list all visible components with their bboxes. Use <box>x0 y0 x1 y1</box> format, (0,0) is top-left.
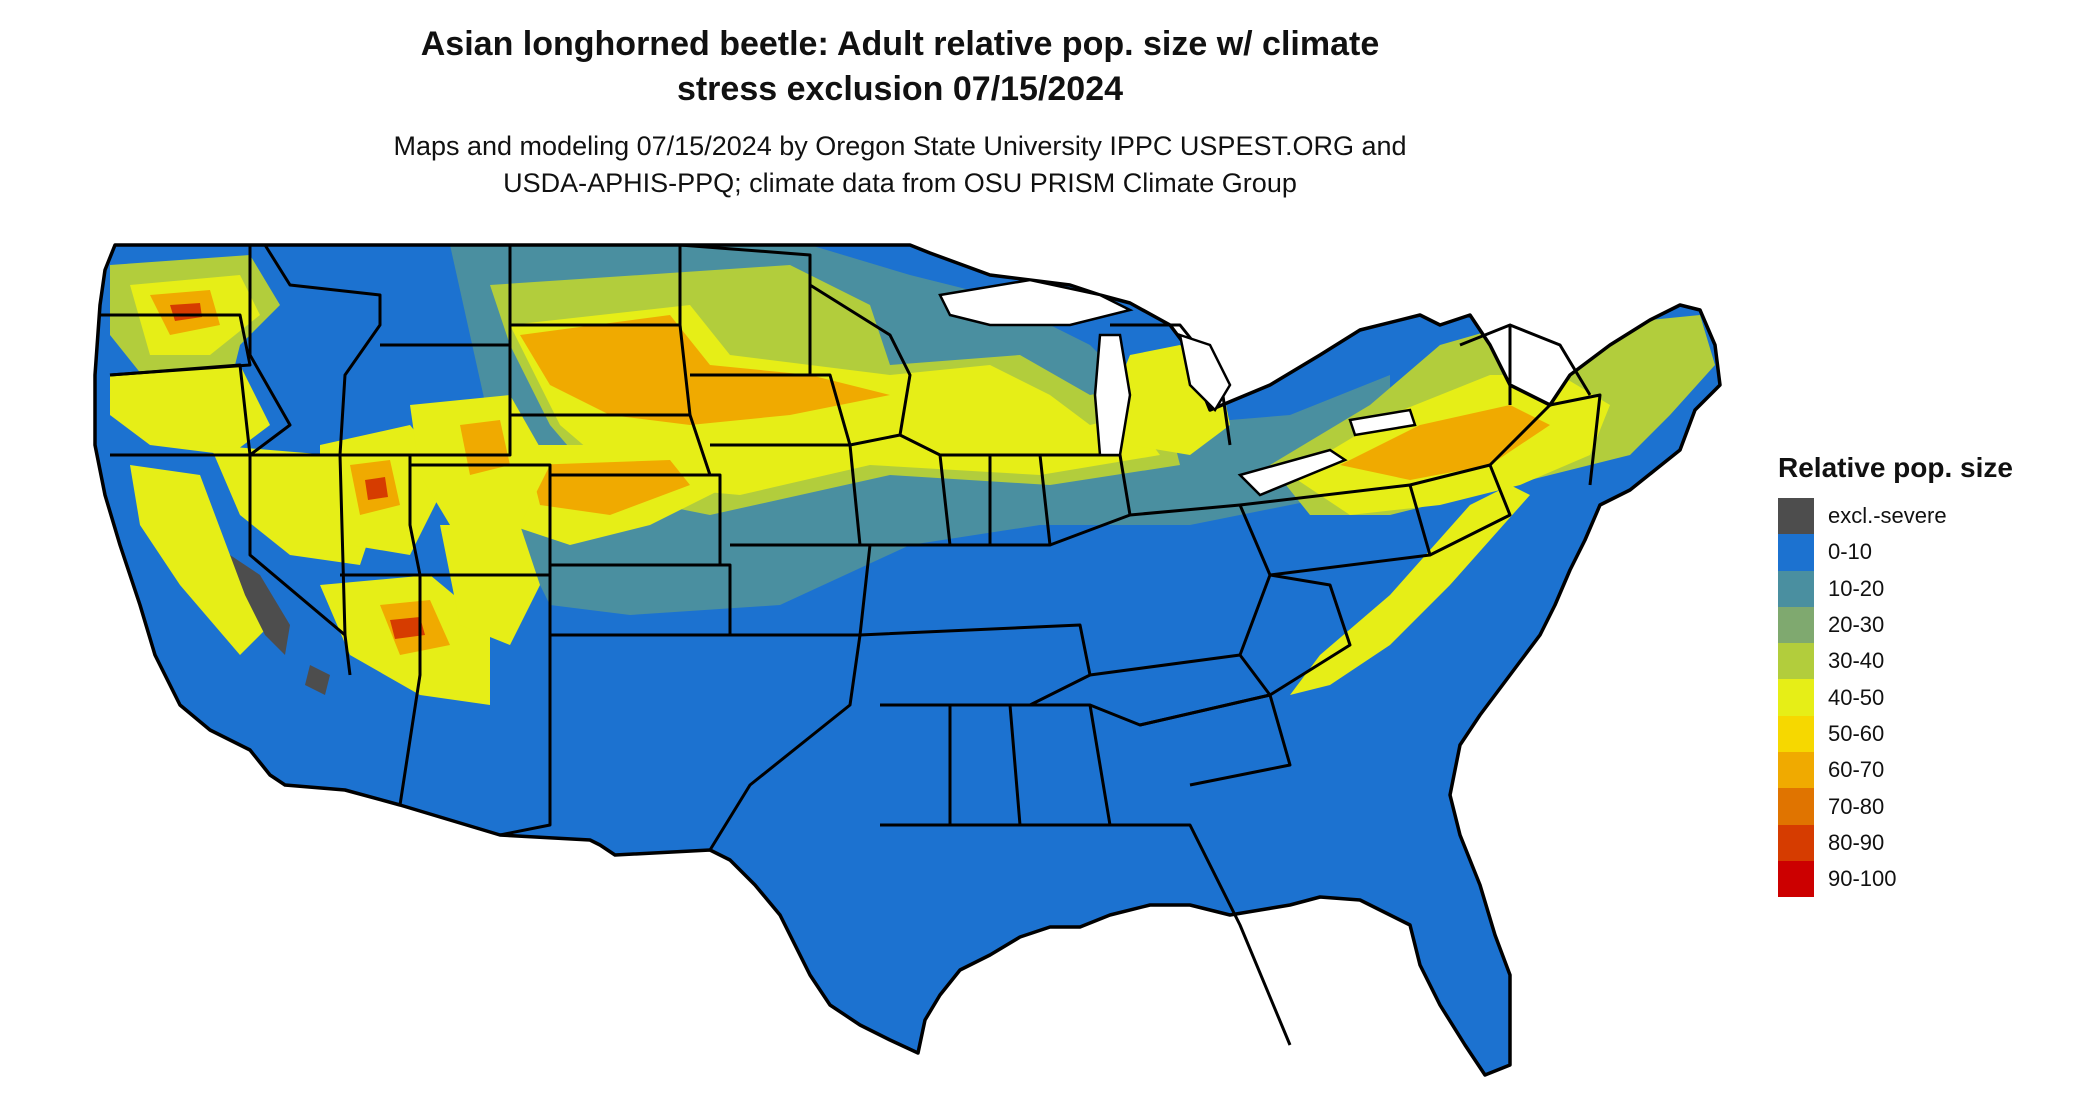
legend-item: 90-100 <box>1778 860 2078 898</box>
legend-item: 20-30 <box>1778 606 2078 644</box>
legend-title: Relative pop. size <box>1778 452 2013 483</box>
us-map-svg <box>93 243 1722 1077</box>
legend-swatch <box>1778 606 1814 644</box>
legend-swatch <box>1778 679 1814 716</box>
legend-label: 30-40 <box>1828 648 1885 674</box>
map-subtitle-line-1: Maps and modeling 07/15/2024 by Oregon S… <box>393 131 1407 161</box>
legend-item: excl.-severe <box>1778 498 2078 535</box>
legend-items: excl.-severe 0-10 10-20 20-30 30-40 40-50 50-6… <box>1778 498 2078 898</box>
legend-item: 30-40 <box>1778 643 2078 680</box>
legend-item: 40-50 <box>1778 679 2078 716</box>
zone-excl-severe <box>230 555 330 695</box>
us-map <box>90 225 1750 1105</box>
legend-swatch <box>1778 824 1814 861</box>
zone-northeast-orange <box>1340 405 1550 480</box>
legend-item: 60-70 <box>1778 752 2078 789</box>
legend-swatch <box>1778 498 1814 535</box>
great-lakes <box>938 278 1417 497</box>
legend-label: 20-30 <box>1828 612 1885 638</box>
legend-item: 10-20 <box>1778 570 2078 607</box>
climate-zones <box>110 245 1715 705</box>
zone-west-orange <box>150 290 510 655</box>
legend-item: 0-10 <box>1778 534 2078 571</box>
lake-erie <box>1237 448 1348 497</box>
legend-item: 70-80 <box>1778 788 2078 825</box>
map-title: Asian longhorned beetle: Adult relative … <box>300 22 1500 112</box>
legend-item: 80-90 <box>1778 824 2078 861</box>
legend-label: 60-70 <box>1828 757 1885 783</box>
legend-item: 50-60 <box>1778 715 2078 753</box>
lake-huron <box>1178 333 1232 413</box>
map-title-line-2: stress exclusion 07/15/2024 <box>676 70 1124 108</box>
zone-north-plains-orange <box>520 315 890 425</box>
legend-label: excl.-severe <box>1828 503 1947 529</box>
zone-oregon-yellow <box>110 365 270 455</box>
legend: Relative pop. size excl.-severe 0-10 10-20… <box>1778 452 2078 898</box>
legend-swatch <box>1778 860 1814 898</box>
legend-label: 10-20 <box>1828 575 1885 601</box>
map-subtitle: Maps and modeling 07/15/2024 by Oregon S… <box>300 128 1500 202</box>
legend-swatch <box>1778 570 1814 607</box>
us-border <box>93 243 1722 1077</box>
legend-label: 40-50 <box>1828 684 1885 710</box>
legend-label: 0-10 <box>1828 539 1873 565</box>
zone-sierra-yellow <box>130 465 270 655</box>
map-subtitle-line-2: USDA-APHIS-PPQ; climate data from OSU PR… <box>503 168 1297 198</box>
map-title-line-1: Asian longhorned beetle: Adult relative … <box>420 25 1380 63</box>
legend-swatch <box>1778 715 1814 753</box>
legend-swatch <box>1778 643 1814 680</box>
legend-swatch <box>1778 534 1814 571</box>
state-borders <box>100 243 1602 1046</box>
legend-swatch <box>1778 788 1814 825</box>
lake-superior <box>938 278 1134 327</box>
legend-swatch <box>1778 752 1814 789</box>
legend-label: 90-100 <box>1828 866 1897 892</box>
lake-michigan <box>1093 333 1132 457</box>
zone-new-mexico-yellow <box>440 525 540 645</box>
legend-label: 70-80 <box>1828 793 1885 819</box>
lake-ontario <box>1348 408 1417 437</box>
legend-label: 80-90 <box>1828 829 1885 855</box>
legend-label: 50-60 <box>1828 720 1885 746</box>
